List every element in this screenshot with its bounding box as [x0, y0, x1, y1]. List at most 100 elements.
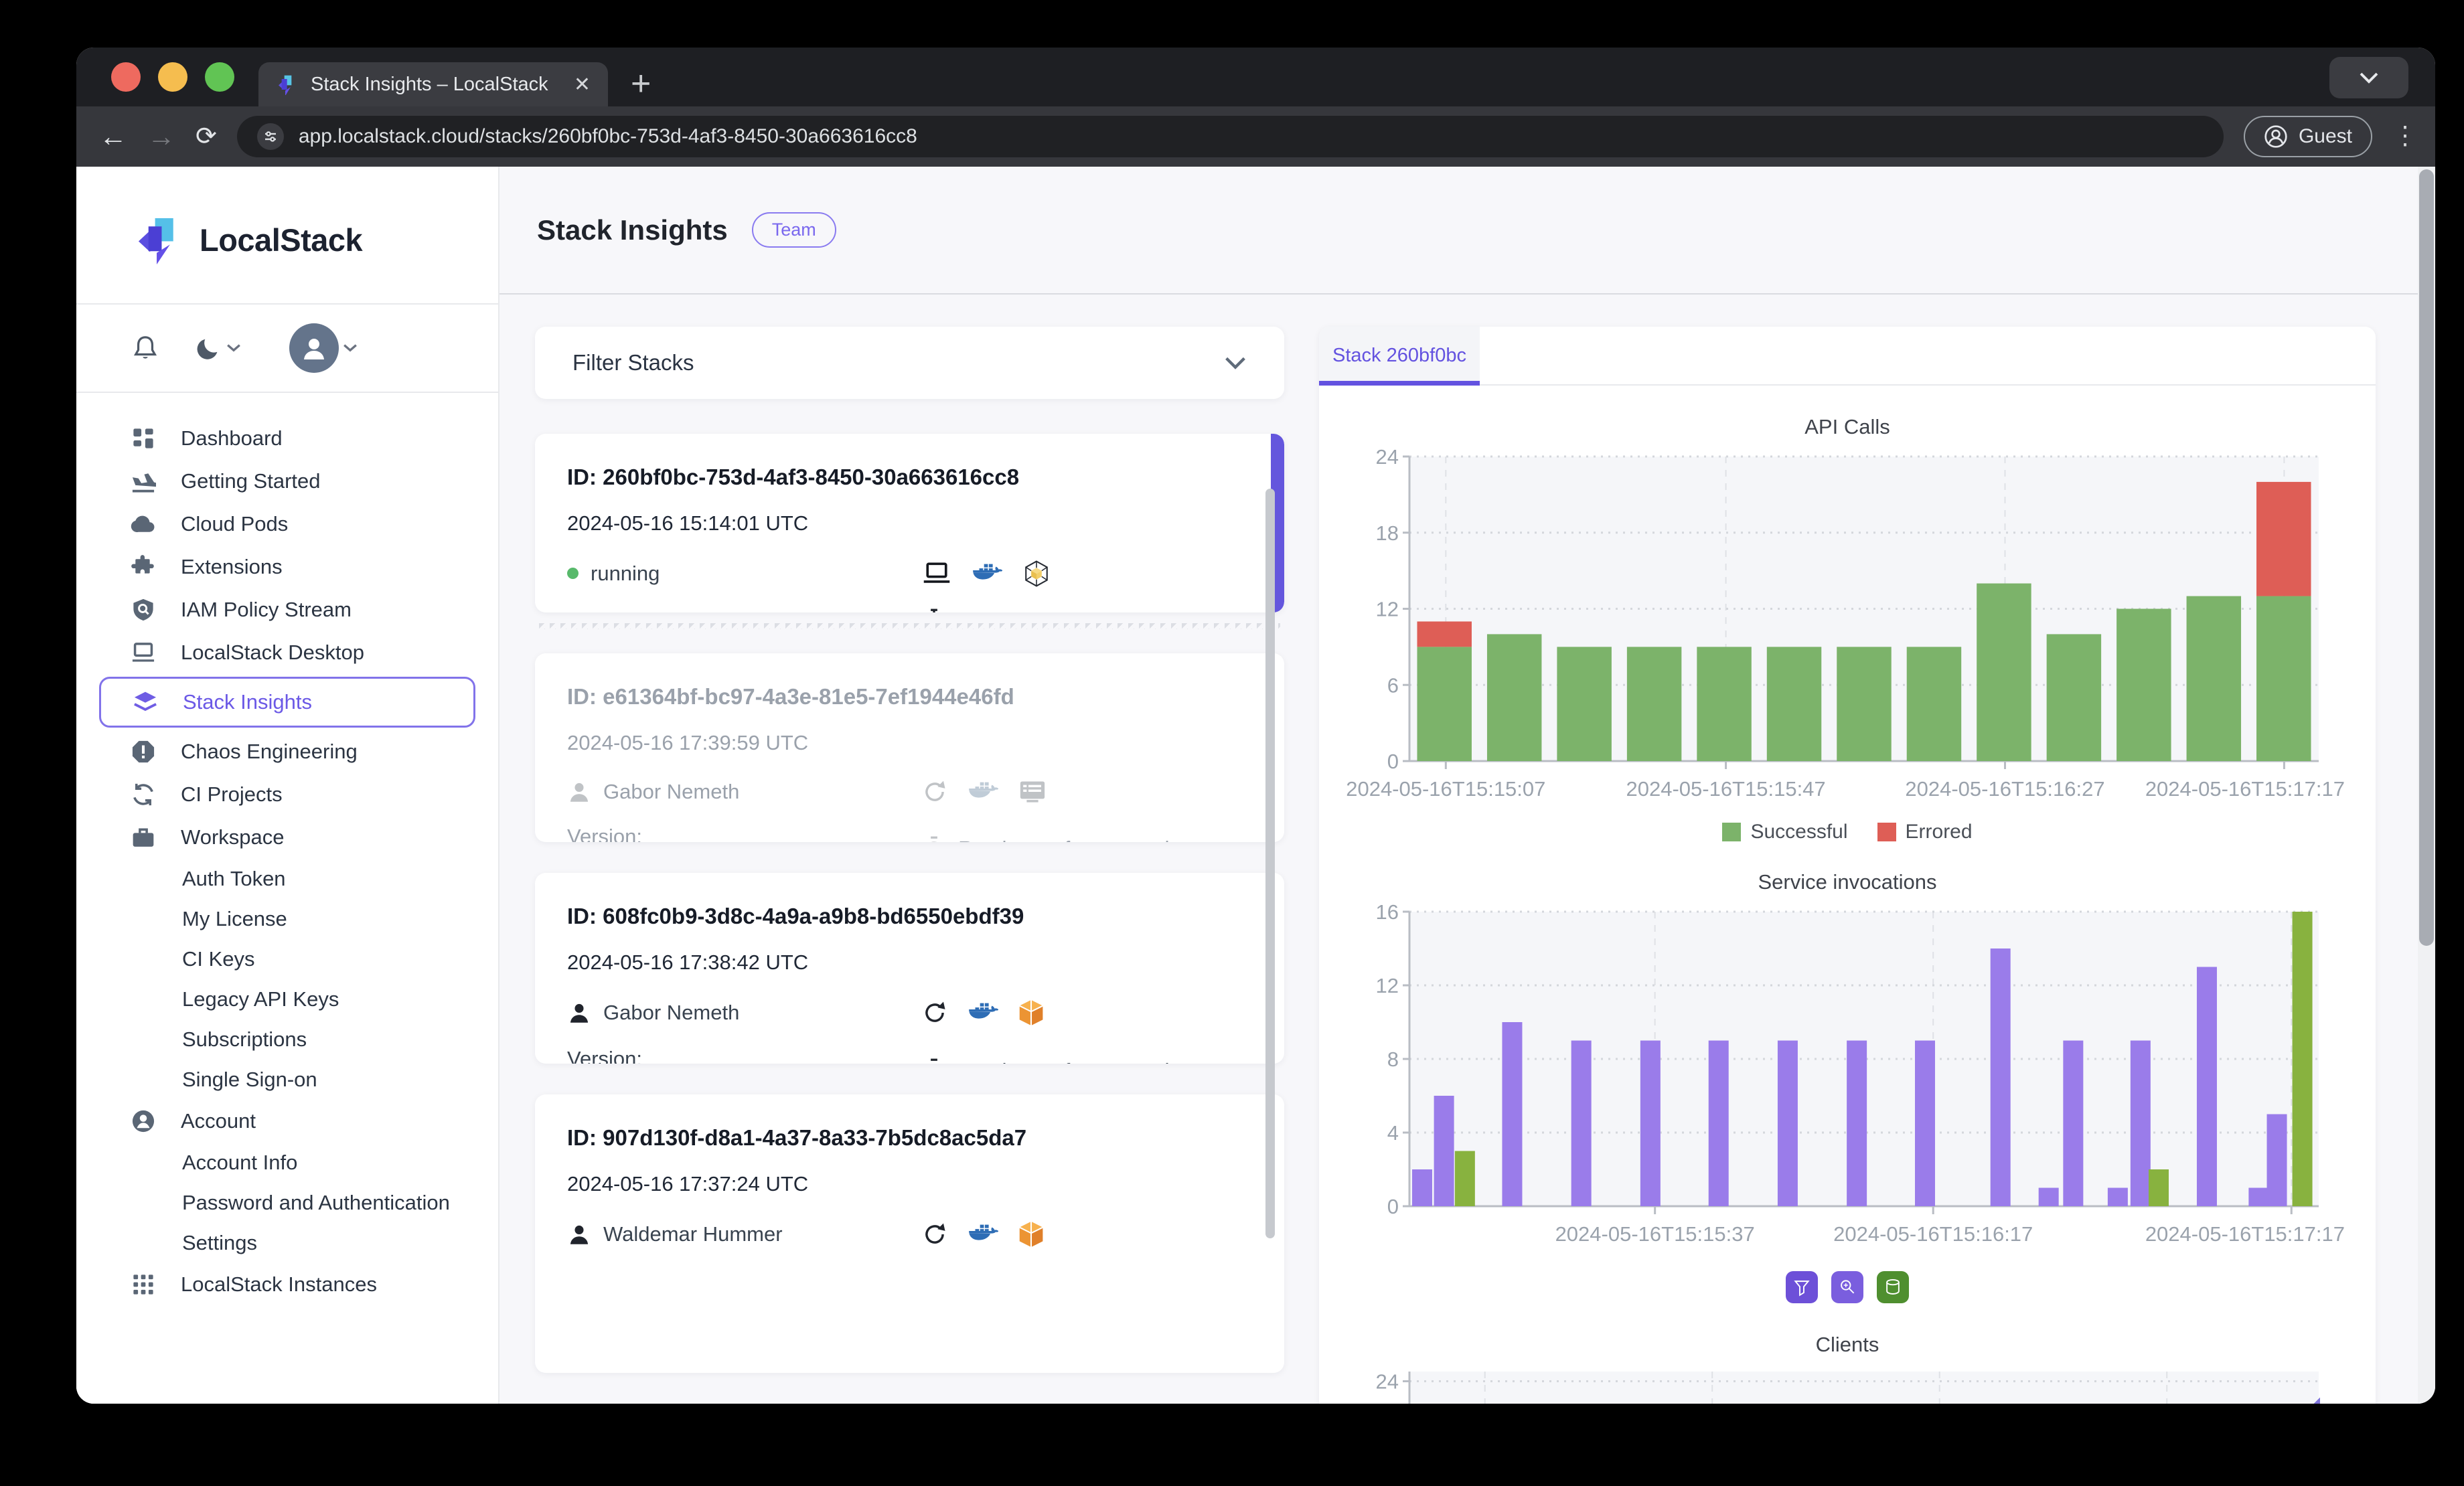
maximize-window-button[interactable]	[205, 62, 234, 92]
svg-text:2024-05-16T15:16:17: 2024-05-16T15:16:17	[1833, 1222, 2033, 1246]
sidebar: LocalStack	[76, 167, 499, 1404]
browser-tabstrip: Stack Insights – LocalStack ✕ +	[76, 48, 2435, 106]
svg-text:2024-05-16T15:17:17: 2024-05-16T15:17:17	[2145, 777, 2345, 801]
browser-tab[interactable]: Stack Insights – LocalStack ✕	[258, 62, 608, 106]
team-badge: Team	[751, 212, 836, 248]
sidebar-item-password-authentication[interactable]: Password and Authentication	[182, 1191, 450, 1214]
sidebar-item-extensions[interactable]: Extensions	[76, 546, 498, 588]
sidebar-item-getting-started[interactable]: Getting Started	[76, 460, 498, 503]
guest-label: Guest	[2298, 125, 2352, 147]
sidebar-item-my-license[interactable]: My License	[182, 907, 287, 930]
reload-button[interactable]: ⟳	[196, 122, 217, 151]
stack-timestamp: 2024-05-16 15:14:01 UTC	[567, 511, 809, 535]
docker-icon	[969, 782, 999, 798]
sidebar-item-chaos-engineering[interactable]: Chaos Engineering	[76, 730, 498, 773]
status-dot	[567, 568, 579, 580]
new-tab-button[interactable]: +	[631, 64, 651, 103]
back-button[interactable]: ←	[99, 120, 127, 152]
sidebar-item-legacy-api-keys[interactable]: Legacy API Keys	[182, 987, 339, 1011]
monitor-list-icon	[1020, 781, 1045, 803]
sidebar-quick-icons	[76, 305, 498, 392]
minimize-window-button[interactable]	[158, 62, 187, 92]
sidebar-item-settings[interactable]: Settings	[182, 1231, 258, 1254]
sidebar-item-single-sign-on[interactable]: Single Sign-on	[182, 1068, 317, 1091]
stack-runtime: Runtime: 2 hours	[958, 609, 1116, 612]
svg-text:12: 12	[1376, 974, 1399, 997]
sidebar-item-dashboard[interactable]: Dashboard	[76, 417, 498, 460]
plane-landing-icon	[126, 469, 161, 494]
tab-close-icon[interactable]: ✕	[573, 73, 591, 96]
tab-search-chevron-button[interactable]	[2329, 57, 2408, 98]
moon-icon	[197, 339, 218, 359]
forward-button[interactable]: →	[147, 120, 175, 152]
svg-text:0: 0	[1387, 750, 1399, 773]
sidebar-item-localstack-desktop[interactable]: LocalStack Desktop	[76, 631, 498, 674]
filter-stacks-dropdown[interactable]: Filter Stacks	[535, 327, 1284, 399]
cloud-icon	[126, 511, 161, 537]
stack-detail-panel: Stack 260bf0bc API Calls 24 18 12 6 0 2024-05…	[1319, 327, 2376, 1404]
restart-icon	[925, 1223, 945, 1244]
profile-button[interactable]: Guest	[2243, 116, 2372, 157]
account-menu[interactable]	[258, 323, 358, 373]
sidebar-item-iam-policy-stream[interactable]: IAM Policy Stream	[76, 588, 498, 631]
stack-tab-bar: Stack 260bf0bc	[1319, 327, 2376, 386]
site-settings-icon[interactable]	[256, 123, 284, 150]
restart-icon	[925, 780, 945, 801]
page-header: Stack Insights Team	[499, 167, 2435, 295]
docker-icon	[969, 1224, 999, 1240]
theme-toggle[interactable]	[197, 335, 241, 361]
svg-text:2024-05-16T15:15:47: 2024-05-16T15:15:47	[1626, 777, 1825, 801]
sidebar-item-account[interactable]: Account	[76, 1100, 498, 1143]
notifications-bell-icon[interactable]	[133, 333, 158, 363]
chart-title-clients: Clients	[1815, 1333, 1879, 1356]
svg-text:2024-05-16T15:15:07: 2024-05-16T15:15:07	[1346, 777, 1545, 801]
sidebar-item-ci-projects[interactable]: CI Projects	[76, 773, 498, 816]
svg-text:24: 24	[1376, 1370, 1399, 1393]
url-bar[interactable]: app.localstack.cloud/stacks/260bf0bc-753…	[236, 116, 2224, 157]
laptop-icon	[126, 640, 161, 665]
service-invocations-chart: 16 12 8 4 0 2024-05-16T15:15:37 2024-05-16T15:…	[1376, 900, 2345, 1246]
monitoring-service-icon[interactable]	[1831, 1271, 1863, 1303]
stack-card-260bf0bc[interactable]: ID: 260bf0bc-753d-4af3-8450-30a663616cc8…	[535, 433, 1284, 612]
user-icon	[570, 782, 589, 802]
page-title: Stack Insights	[537, 214, 728, 246]
errored-legend-swatch	[1877, 823, 1896, 841]
svg-text:8: 8	[1387, 1048, 1399, 1071]
api-calls-chart: 24 18 12 6 0 2024-05-16T15:15:07 2024-05-16T15…	[1346, 445, 2345, 801]
stack-list-scrollbar[interactable]	[1265, 489, 1275, 1238]
sidebar-item-account-info[interactable]: Account Info	[182, 1151, 298, 1174]
docker-icon	[973, 564, 1003, 580]
sidebar-item-stack-insights[interactable]: Stack Insights	[99, 677, 475, 728]
briefcase-icon	[126, 825, 161, 850]
stack-user: Gabor Nemeth	[603, 779, 740, 803]
pod-hexagon-icon	[1025, 560, 1048, 587]
stack-tab[interactable]: Stack 260bf0bc	[1319, 327, 1480, 386]
svg-text:6: 6	[1387, 673, 1399, 697]
localstack-logo[interactable]: LocalStack	[76, 167, 498, 264]
stack-card-e61364bf[interactable]: ID: e61364bf-bc97-4a3e-81e5-7ef1944e46fd…	[535, 653, 1284, 843]
sidebar-item-ci-keys[interactable]: CI Keys	[182, 947, 255, 971]
stack-card-608fc0b9[interactable]: ID: 608fc0b9-3d8c-4a9a-a9b8-bd6550ebdf39…	[535, 873, 1284, 1064]
chevron-down-icon	[2360, 72, 2378, 84]
close-window-button[interactable]	[111, 62, 141, 92]
avatar	[289, 323, 339, 373]
svg-text:24: 24	[1376, 445, 1399, 469]
layers-icon	[128, 689, 163, 715]
page-scrollbar-thumb[interactable]	[2419, 169, 2434, 946]
sidebar-item-auth-token[interactable]: Auth Token	[182, 867, 286, 890]
shield-search-icon	[126, 597, 161, 623]
user-icon	[570, 1225, 589, 1244]
restart-icon	[925, 1001, 945, 1023]
browser-menu-button[interactable]: ⋮	[2392, 122, 2418, 151]
funnel-service-icon[interactable]	[1786, 1271, 1818, 1303]
sidebar-item-localstack-instances[interactable]: LocalStack Instances	[76, 1263, 498, 1306]
localstack-favicon	[279, 75, 292, 95]
sidebar-item-subscriptions[interactable]: Subscriptions	[182, 1027, 307, 1051]
chart-title-service-invocations: Service invocations	[1758, 870, 1937, 894]
svg-text:2024-05-16T15:15:37: 2024-05-16T15:15:37	[1555, 1222, 1755, 1246]
stack-card-907d130f[interactable]: ID: 907d130f-d8a1-4a37-8a33-7b5dc8ac5da7…	[535, 1094, 1284, 1373]
sidebar-item-cloud-pods[interactable]: Cloud Pods	[76, 503, 498, 546]
sidebar-item-workspace[interactable]: Workspace	[76, 816, 498, 859]
storage-service-icon[interactable]	[1877, 1271, 1909, 1303]
